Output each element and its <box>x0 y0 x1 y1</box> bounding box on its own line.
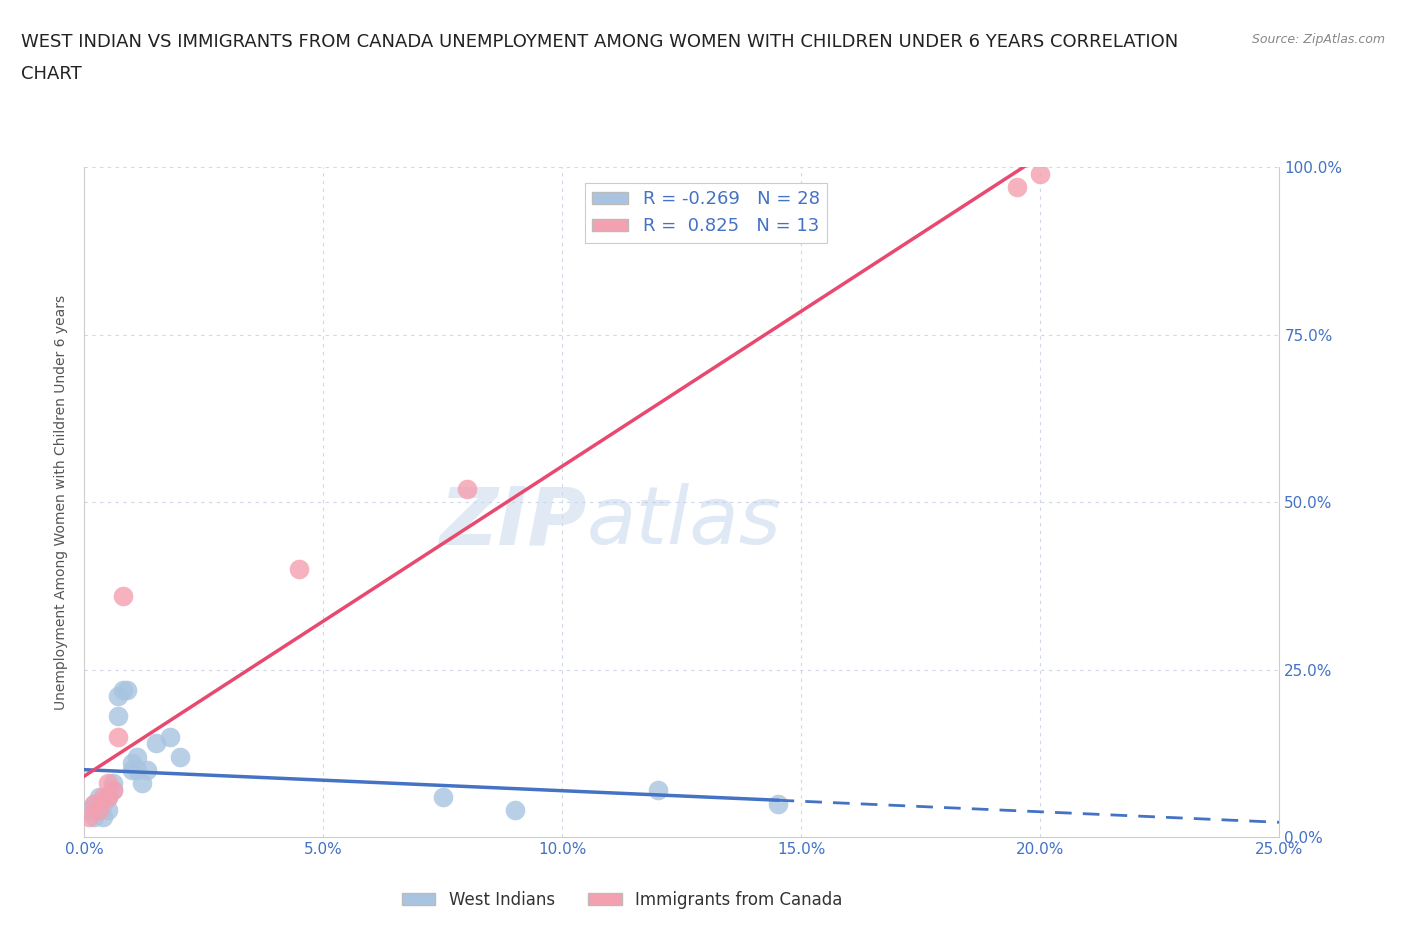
Point <box>1029 166 1052 181</box>
Text: ZIP: ZIP <box>439 484 586 562</box>
Text: atlas: atlas <box>586 484 782 562</box>
Point <box>101 783 124 798</box>
Point <box>125 750 148 764</box>
Point <box>145 736 167 751</box>
Point <box>432 790 454 804</box>
Text: Source: ZipAtlas.com: Source: ZipAtlas.com <box>1251 33 1385 46</box>
Point <box>93 790 115 804</box>
Point <box>647 783 669 798</box>
Point <box>135 763 157 777</box>
Point <box>87 803 110 817</box>
Point <box>77 809 100 824</box>
Legend: West Indians, Immigrants from Canada: West Indians, Immigrants from Canada <box>395 884 849 916</box>
Point <box>503 803 526 817</box>
Point <box>159 729 181 744</box>
Point <box>77 803 100 817</box>
Point <box>169 750 191 764</box>
Point <box>125 763 148 777</box>
Point <box>83 809 105 824</box>
Point <box>766 796 789 811</box>
Point <box>83 796 105 811</box>
Point <box>456 482 478 497</box>
Point <box>107 709 129 724</box>
Point <box>107 689 129 704</box>
Y-axis label: Unemployment Among Women with Children Under 6 years: Unemployment Among Women with Children U… <box>55 295 69 710</box>
Point <box>97 803 120 817</box>
Point <box>93 809 115 824</box>
Point <box>131 776 153 790</box>
Point <box>83 796 105 811</box>
Point <box>87 803 110 817</box>
Point <box>101 783 124 798</box>
Point <box>97 790 120 804</box>
Point <box>117 683 139 698</box>
Point <box>121 756 143 771</box>
Point <box>101 776 124 790</box>
Point <box>97 790 120 804</box>
Point <box>93 796 115 811</box>
Point <box>107 729 129 744</box>
Point <box>288 562 311 577</box>
Point <box>111 589 134 604</box>
Point <box>1005 180 1028 195</box>
Point <box>97 776 120 790</box>
Point <box>87 790 110 804</box>
Point <box>111 683 134 698</box>
Text: WEST INDIAN VS IMMIGRANTS FROM CANADA UNEMPLOYMENT AMONG WOMEN WITH CHILDREN UND: WEST INDIAN VS IMMIGRANTS FROM CANADA UN… <box>21 33 1178 50</box>
Point <box>121 763 143 777</box>
Text: CHART: CHART <box>21 65 82 83</box>
